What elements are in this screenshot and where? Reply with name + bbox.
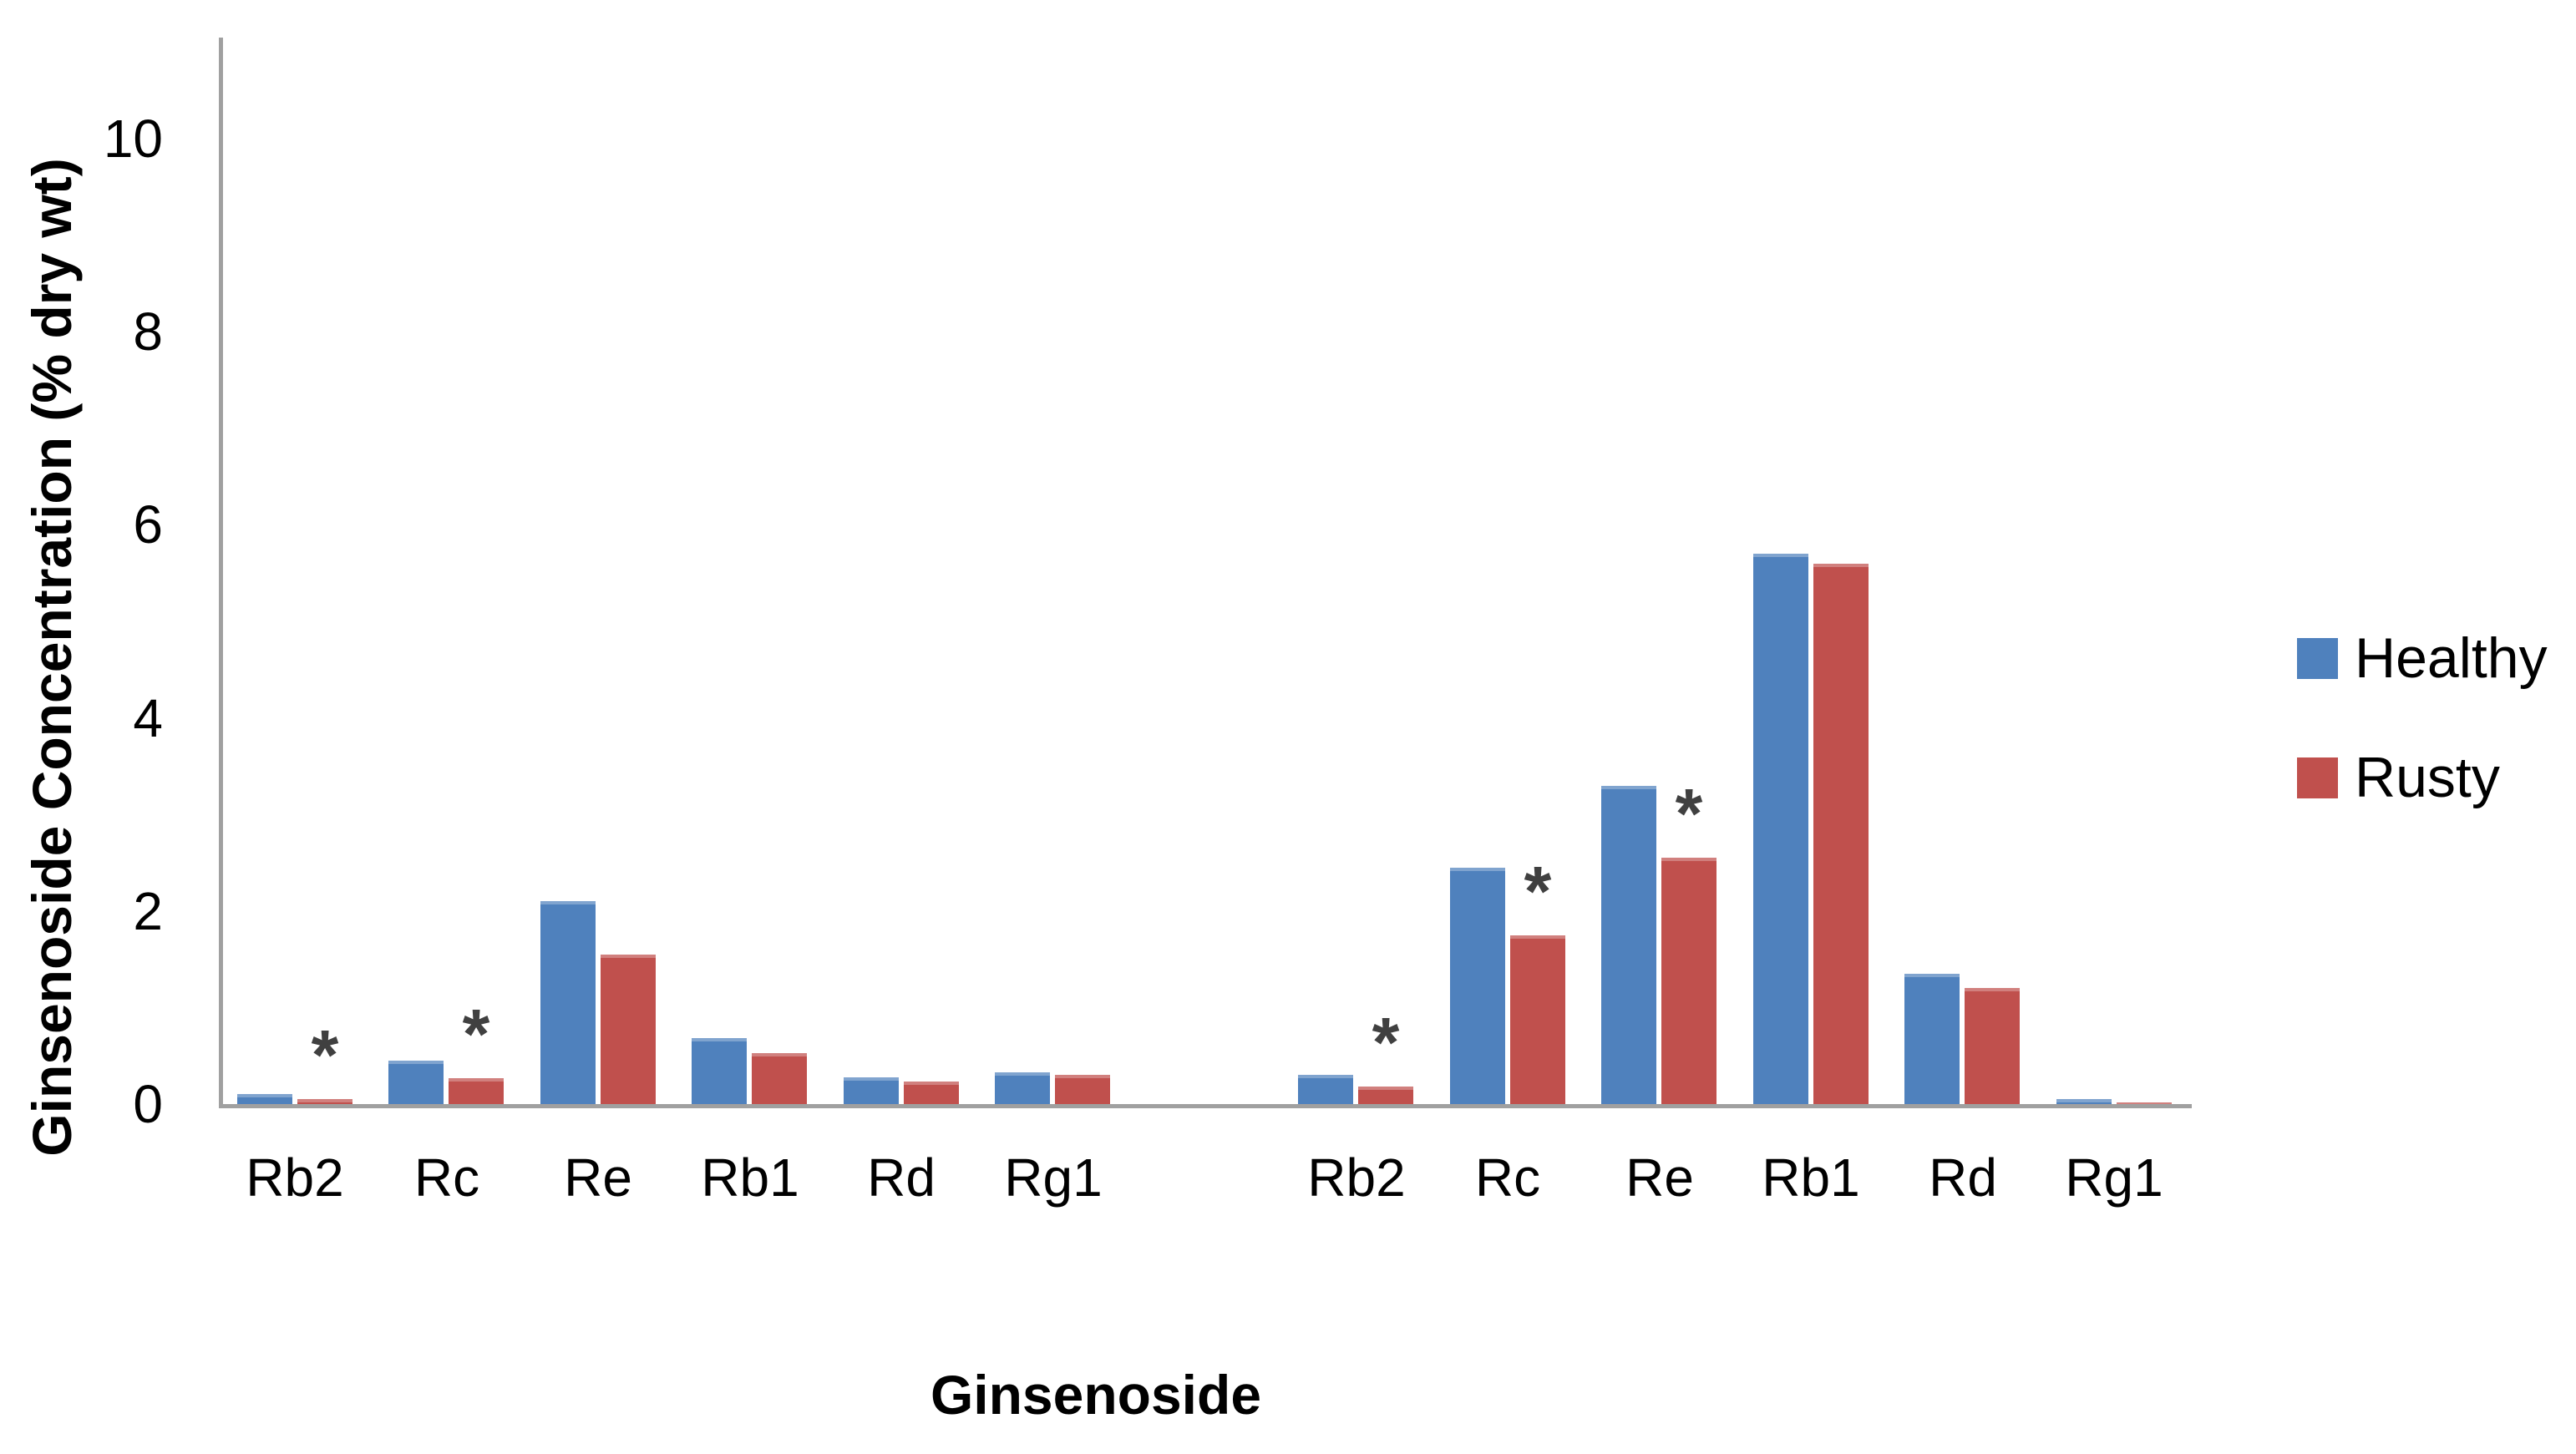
legend-label-rusty: Rusty — [2355, 746, 2500, 809]
y-tick-label-6: 6 — [133, 494, 163, 555]
legend-swatch-rusty — [2297, 757, 2338, 798]
bar-healthy-Rd-group-2 — [1904, 974, 1960, 1104]
category-label-Rb1-group-1: Rb1 — [701, 1147, 799, 1208]
bar-rusty-Rc-group-2 — [1510, 935, 1565, 1104]
bar-rusty-Rg1-group-2 — [2117, 1102, 2172, 1104]
bar-healthy-Re-group-2 — [1601, 786, 1656, 1104]
category-label-Rb2-group-1: Rb2 — [246, 1147, 344, 1208]
bar-rusty-Rd-group-1 — [904, 1082, 959, 1104]
x-axis-line — [219, 1104, 2192, 1108]
legend-item-healthy: Healthy — [2297, 628, 2548, 688]
legend-swatch-healthy — [2297, 637, 2338, 679]
category-label-Re-group-2: Re — [1625, 1147, 1694, 1208]
legend-label-healthy: Healthy — [2355, 626, 2548, 690]
y-tick-label-0: 0 — [133, 1074, 163, 1134]
bar-healthy-Rc-group-1 — [388, 1061, 444, 1104]
legend-item-rusty: Rusty — [2297, 747, 2500, 808]
bar-rusty-Re-group-2 — [1661, 858, 1716, 1104]
bar-rusty-Re-group-1 — [601, 955, 656, 1104]
bar-rusty-Rb1-group-2 — [1813, 564, 1869, 1104]
bar-rusty-Rg1-group-1 — [1055, 1075, 1110, 1104]
bar-healthy-Rb2-group-1 — [237, 1094, 292, 1104]
significance-asterisk-Rc-group-1: * — [462, 995, 490, 1073]
bar-rusty-Rb2-group-2 — [1358, 1087, 1413, 1104]
bar-healthy-Rg1-group-2 — [2056, 1099, 2112, 1104]
bar-rusty-Rd-group-2 — [1965, 988, 2020, 1104]
category-label-Rc-group-2: Rc — [1474, 1147, 1541, 1208]
category-label-Rc-group-1: Rc — [413, 1147, 480, 1208]
category-label-Rg1-group-2: Rg1 — [2065, 1147, 2163, 1208]
bar-healthy-Rb1-group-2 — [1753, 554, 1808, 1104]
category-label-Rb2-group-2: Rb2 — [1307, 1147, 1406, 1208]
bar-rusty-Rc-group-1 — [449, 1078, 504, 1104]
y-axis-line — [219, 38, 223, 1108]
category-label-Rd-group-2: Rd — [1929, 1147, 1997, 1208]
bar-rusty-Rb1-group-1 — [752, 1053, 807, 1104]
category-label-Rb1-group-2: Rb1 — [1762, 1147, 1860, 1208]
significance-asterisk-Rb2-group-1: * — [311, 1016, 339, 1094]
y-tick-label-4: 4 — [133, 688, 163, 748]
y-tick-label-8: 8 — [133, 301, 163, 362]
bar-healthy-Rg1-group-1 — [995, 1072, 1050, 1104]
category-label-Rg1-group-1: Rg1 — [1004, 1147, 1103, 1208]
bar-rusty-Rb2-group-1 — [297, 1099, 352, 1104]
bar-healthy-Rd-group-1 — [844, 1077, 899, 1104]
significance-asterisk-Rc-group-2: * — [1524, 852, 1552, 930]
y-tick-label-2: 2 — [133, 881, 163, 941]
bar-healthy-Re-group-1 — [540, 901, 596, 1104]
bar-healthy-Rc-group-2 — [1450, 868, 1505, 1104]
significance-asterisk-Re-group-2: * — [1675, 774, 1703, 853]
bar-healthy-Rb1-group-1 — [692, 1038, 747, 1104]
category-label-Re-group-1: Re — [564, 1147, 632, 1208]
x-axis-title: Ginsenoside — [930, 1364, 1262, 1426]
y-tick-label-10: 10 — [103, 109, 163, 169]
category-label-Rd-group-1: Rd — [867, 1147, 936, 1208]
bar-healthy-Rb2-group-2 — [1298, 1075, 1353, 1104]
significance-asterisk-Rb2-group-2: * — [1372, 1003, 1400, 1082]
